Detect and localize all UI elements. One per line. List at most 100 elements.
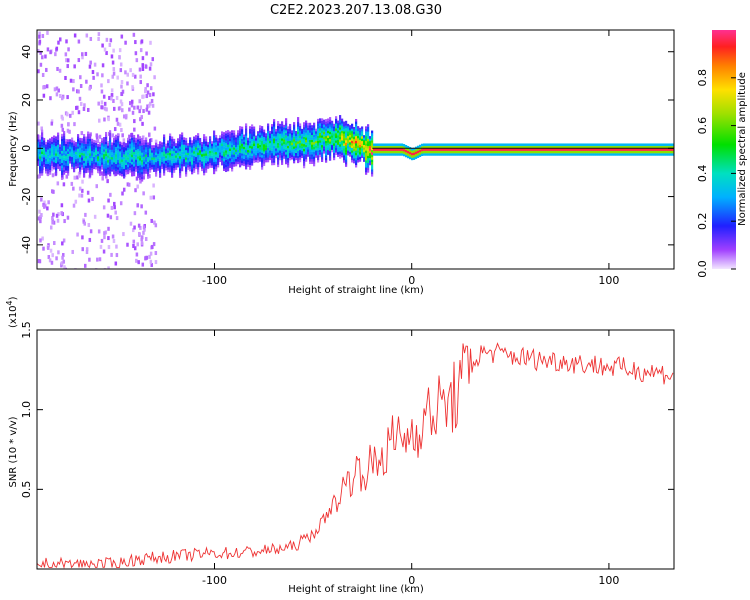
heatmap-cell: [179, 172, 182, 176]
heatmap-cell: [135, 154, 138, 158]
heatmap-cell: [157, 146, 160, 150]
heatmap-cell: [145, 166, 148, 169]
heatmap-cell: [87, 148, 90, 152]
heatmap-cell: [623, 148, 626, 151]
heatmap-cell: [139, 177, 142, 180]
spectrogram-x-label: Height of straight line (km): [288, 285, 424, 296]
heatmap-cell: [175, 143, 178, 146]
heatmap-cell: [143, 159, 146, 162]
heatmap-cell: [317, 133, 320, 136]
heatmap-cell: [451, 150, 454, 154]
heatmap-speckle: [56, 66, 59, 71]
heatmap-cell: [101, 138, 104, 141]
heatmap-cell: [113, 154, 116, 158]
heatmap-cell: [313, 156, 316, 160]
heatmap-cell: [647, 145, 650, 149]
heatmap-cell: [153, 164, 156, 168]
heatmap-cell: [61, 170, 64, 173]
heatmap-cell: [459, 150, 462, 154]
heatmap-cell: [235, 154, 238, 157]
heatmap-cell: [557, 143, 560, 147]
heatmap-cell: [339, 127, 342, 130]
heatmap-speckle: [100, 89, 104, 94]
heatmap-cell: [219, 159, 222, 163]
heatmap-cell: [275, 129, 278, 132]
heatmap-cell: [61, 136, 64, 139]
heatmap-speckle: [128, 134, 131, 139]
heatmap-cell: [455, 148, 458, 151]
heatmap-cell: [605, 150, 608, 154]
heatmap-cell: [583, 145, 586, 149]
heatmap-cell: [153, 145, 156, 148]
heatmap-cell: [311, 149, 314, 152]
heatmap-speckle: [120, 127, 123, 132]
heatmap-cell: [279, 150, 282, 153]
heatmap-cell: [611, 143, 614, 147]
heatmap-cell: [359, 154, 362, 157]
heatmap-speckle: [77, 39, 81, 44]
heatmap-cell: [217, 143, 220, 146]
heatmap-cell: [671, 150, 674, 154]
heatmap-cell: [323, 148, 326, 152]
heatmap-cell: [295, 152, 298, 156]
heatmap-cell: [115, 151, 118, 155]
heatmap-cell: [107, 152, 110, 156]
heatmap-cell: [115, 134, 118, 138]
heatmap-cell: [39, 149, 42, 152]
heatmap-cell: [171, 160, 174, 164]
heatmap-cell: [493, 148, 496, 151]
heatmap-cell: [367, 165, 370, 168]
heatmap-cell: [391, 150, 394, 154]
heatmap-cell: [283, 129, 286, 133]
heatmap-cell: [345, 152, 348, 155]
heatmap-speckle: [129, 221, 133, 226]
heatmap-cell: [249, 167, 252, 170]
heatmap-cell: [131, 152, 134, 155]
heatmap-cell: [341, 125, 344, 129]
colorbar-tick-label: 0.8: [696, 69, 709, 87]
heatmap-cell: [497, 145, 500, 149]
heatmap-cell: [89, 138, 92, 142]
heatmap-cell: [325, 140, 328, 144]
heatmap-cell: [245, 145, 248, 148]
heatmap-cell: [269, 142, 272, 146]
heatmap-cell: [89, 143, 92, 147]
heatmap-cell: [303, 143, 306, 147]
heatmap-speckle: [154, 260, 158, 265]
heatmap-cell: [97, 158, 100, 162]
heatmap-cell: [301, 138, 304, 142]
heatmap-cell: [153, 152, 156, 156]
heatmap-cell: [59, 161, 62, 164]
heatmap-cell: [159, 153, 162, 156]
heatmap-cell: [363, 152, 366, 155]
heatmap-speckle: [52, 220, 56, 225]
heatmap-cell: [195, 154, 198, 158]
heatmap-cell: [253, 145, 256, 149]
heatmap-cell: [175, 152, 178, 156]
heatmap-cell: [75, 163, 78, 167]
heatmap-cell: [123, 146, 126, 150]
heatmap-cell: [319, 149, 322, 153]
heatmap-cell: [427, 145, 430, 149]
heatmap-cell: [179, 158, 182, 162]
heatmap-cell: [41, 163, 44, 167]
heatmap-cell: [513, 153, 516, 156]
heatmap-cell: [515, 143, 518, 147]
heatmap-cell: [371, 130, 374, 134]
heatmap-cell: [123, 163, 126, 167]
heatmap-cell: [301, 133, 304, 137]
heatmap-speckle: [60, 96, 64, 101]
heatmap-cell: [575, 153, 578, 156]
heatmap-cell: [171, 172, 174, 176]
heatmap-cell: [67, 156, 70, 159]
heatmap-cell: [331, 130, 334, 134]
heatmap-cell: [105, 170, 108, 174]
heatmap-cell: [293, 124, 296, 128]
heatmap-cell: [603, 145, 606, 149]
heatmap-cell: [203, 141, 206, 144]
heatmap-cell: [429, 153, 432, 156]
heatmap-cell: [149, 148, 152, 151]
heatmap-speckle: [87, 198, 91, 203]
heatmap-cell: [293, 139, 296, 142]
